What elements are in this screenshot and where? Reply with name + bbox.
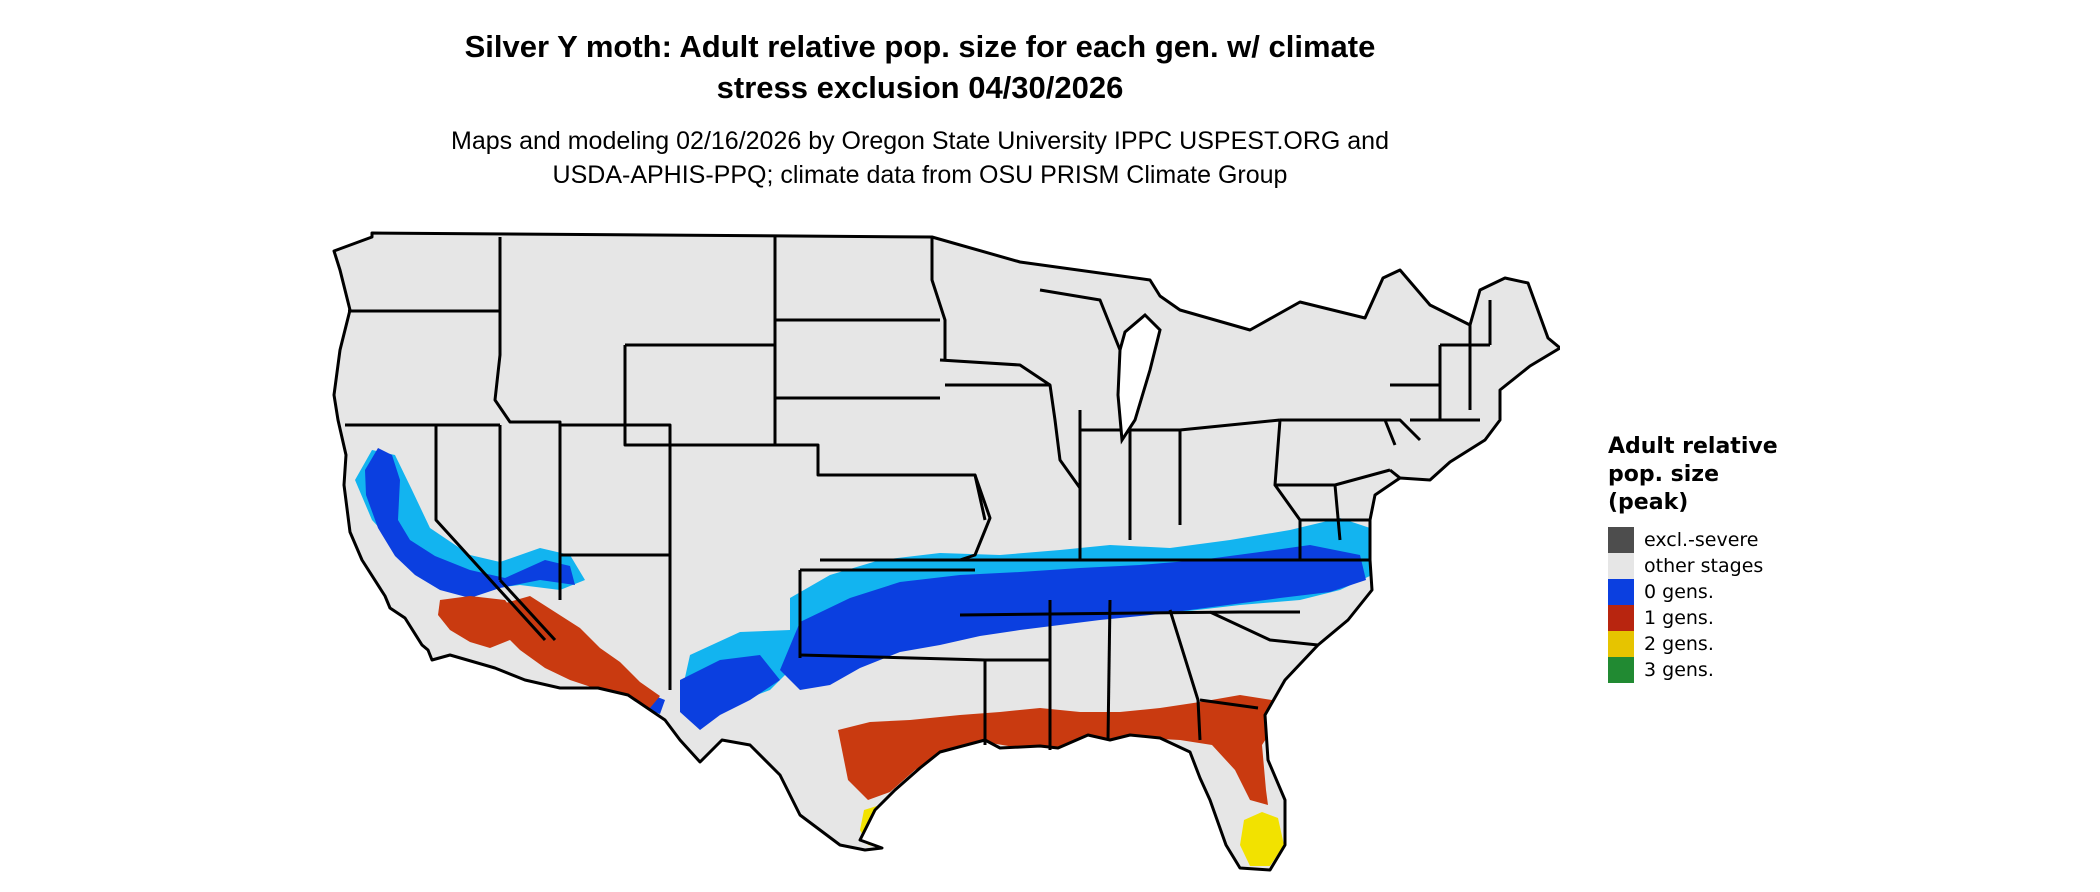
legend-swatch [1608,605,1634,631]
zone-yellow-florida [1240,812,1284,866]
legend-label: 0 gens. [1644,581,1714,603]
zone-blue-east [780,545,1366,690]
title-line-2: stress exclusion 04/30/2026 [716,70,1124,105]
legend-swatch [1608,631,1634,657]
subtitle-line-1: Maps and modeling 02/16/2026 by Oregon S… [451,127,1389,155]
map-title: Silver Y moth: Adult relative pop. size … [0,26,1840,108]
zone-red-socal [438,596,520,648]
us-map [332,231,1560,872]
legend-label: other stages [1644,555,1764,577]
zone-red-gulf [838,695,1275,805]
legend-label: excl.-severe [1644,529,1759,551]
legend-label: 2 gens. [1644,633,1714,655]
legend-label: 1 gens. [1644,607,1714,629]
subtitle-line-2: USDA-APHIS-PPQ; climate data from OSU PR… [552,161,1288,189]
legend-swatch [1608,657,1634,683]
legend-title-line-3: (peak) [1608,490,1689,515]
legend-title: Adult relative pop. size (peak) [1608,433,1868,517]
legend-title-line-2: pop. size [1608,462,1719,487]
great-lakes [1116,312,1162,445]
legend-item: 1 gens. [1608,605,1868,631]
legend-swatch [1608,527,1634,553]
legend-swatch [1608,553,1634,579]
legend-item: 0 gens. [1608,579,1868,605]
legend-title-line-1: Adult relative [1608,434,1778,459]
zone-blue-texas [680,655,780,730]
legend-label: 3 gens. [1644,659,1714,681]
legend-items: excl.-severe other stages 0 gens. 1 gens. 2 … [1608,527,1868,683]
title-line-1: Silver Y moth: Adult relative pop. size … [464,29,1376,64]
conus-outline [332,231,1560,872]
legend-item: other stages [1608,553,1868,579]
zone-blue-california [365,448,575,598]
legend-item: 3 gens. [1608,657,1868,683]
conus-land [334,233,1560,870]
legend-item: excl.-severe [1608,527,1868,553]
legend-item: 2 gens. [1608,631,1868,657]
map-legend: Adult relative pop. size (peak) excl.-se… [1608,433,1868,683]
map-subtitle: Maps and modeling 02/16/2026 by Oregon S… [0,124,1840,192]
state-borders [332,231,1560,872]
legend-swatch [1608,579,1634,605]
